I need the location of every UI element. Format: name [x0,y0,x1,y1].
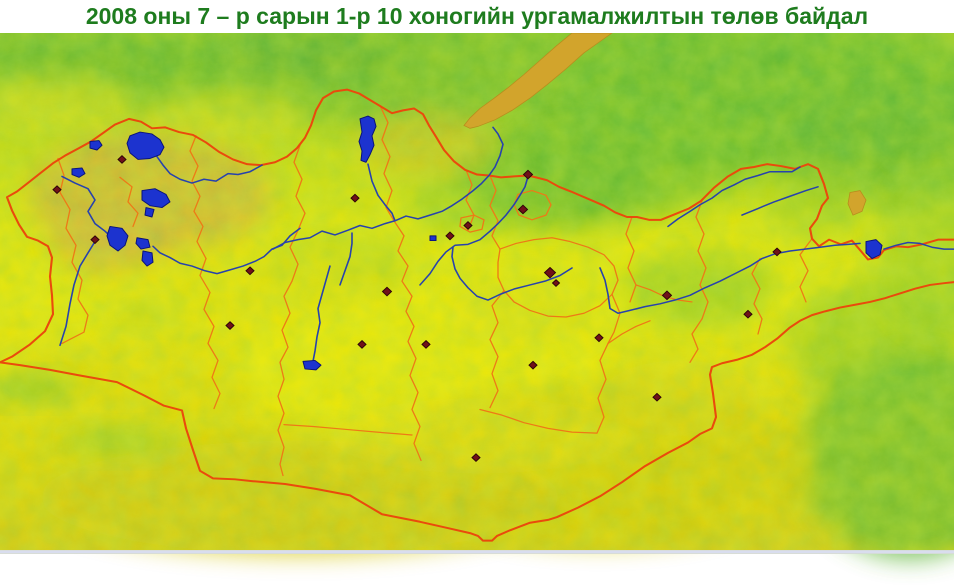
river-line [339,232,353,286]
aimag-boundary-line [277,229,299,477]
aimag-boundary-line [189,135,207,260]
aimag-boundary-line [751,257,763,335]
city-marker-tsetserleg [381,286,393,297]
aimag-boundary-line [479,320,651,434]
city-marker-sukhbaatar [522,169,534,180]
aimag-boundary-line [489,289,505,409]
city-marker-moron [350,193,360,203]
lake-boon-tsagaan-nuur [302,359,322,371]
lake-achit-nuur [71,167,86,178]
lake-khar-nuur [135,237,151,250]
city-marker-olgii [52,185,62,195]
mongolia-national-border [0,88,954,542]
bottom-edge-strip [0,550,954,554]
lake-ogii-nuur [429,235,437,242]
vegetation-map-canvas [0,33,954,559]
river-line [741,186,819,216]
aimag-boundary-line [607,293,621,345]
city-marker-choir [594,333,604,343]
river-line [451,246,573,301]
river-line [156,155,263,184]
aimag-boundary-line [689,318,703,363]
city-marker-darkhan [517,204,529,215]
lake-buir-nuur [865,239,883,259]
title-bar: 2008 оны 7 – р сарын 1-р 10 хоногийн ург… [0,0,954,33]
river-line [272,126,504,250]
aimag-boundary-line [293,144,306,231]
city-marker-baruun-urt [743,309,753,319]
river-line [667,166,801,228]
lake-khovsgol-nuur [358,115,377,163]
lake-airag-nuur [144,207,155,218]
city-markers-layer [52,154,782,463]
aimag-boundary-line [393,220,422,462]
lake-dorgon-nuur [141,250,154,267]
aimag-boundary-line [489,174,501,250]
page-title: 2008 оны 7 – р сарын 1-р 10 хоногийн ург… [85,3,869,29]
aimag-boundary-line [119,176,139,228]
lake-khar-us-nuur [106,225,129,252]
river-line [312,265,331,363]
aimag-boundary-line [283,423,413,436]
city-marker-choibalsan [772,247,782,257]
aimag-boundary-line [513,189,552,221]
city-marker-zuunmod [551,279,561,288]
aimag-boundary-line [625,216,637,303]
city-marker-ulaanbaatar [543,266,557,279]
city-marker-ulaangom [117,154,127,164]
lake-uureg-nuur [89,140,103,151]
aimag-boundary-line [199,257,221,410]
non-veg-water-layer [463,33,867,216]
river-line [367,163,396,222]
city-marker-altai [225,321,235,330]
city-marker-bulgan [463,221,473,230]
aimag-boundary-line [465,169,475,231]
aimag-boundaries-layer [57,105,813,477]
river-line [59,240,96,347]
lake-uvs-nuur [126,131,165,160]
river-line [599,242,861,315]
river-line [61,175,113,239]
national-border-layer [0,88,954,542]
tan-waterbody-lake-baikal [463,33,613,129]
aimag-boundary-line [695,200,709,320]
city-marker-bayankhongor [357,339,367,349]
river-line [883,241,954,250]
city-marker-dalanzadgad [471,453,481,463]
tan-waterbody-hulun-nuur [847,190,867,216]
river-line [419,175,529,286]
aimag-boundary-line [459,214,485,233]
city-marker-sainshand [652,392,662,402]
lake-khyargas-nuur [141,188,171,209]
city-marker-arvaikheer [421,339,431,349]
aimag-boundary-line [379,105,395,222]
rivers-layer [59,126,954,363]
lakes-layer [71,115,883,371]
city-marker-khovd [90,235,100,245]
city-marker-ondorkhaan [661,290,673,301]
city-marker-erdenet [445,231,455,241]
city-marker-uliastai [245,266,255,276]
city-marker-mandalgovi [528,360,538,370]
